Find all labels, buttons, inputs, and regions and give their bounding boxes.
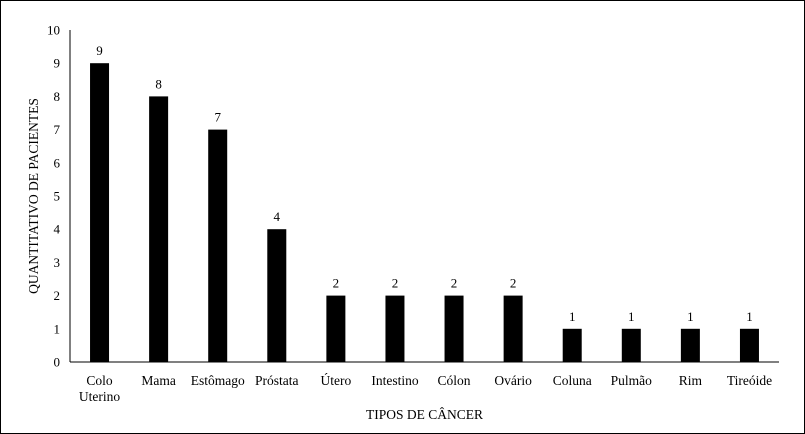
bar-value-label: 1 — [687, 309, 694, 324]
x-tick-label: Estômago — [191, 373, 245, 388]
bar-value-label: 2 — [333, 276, 340, 291]
bar-value-label: 1 — [746, 309, 753, 324]
data-labels-group: 9 8 7 4 2 2 2 2 1 1 1 1 — [96, 43, 752, 324]
y-tick-label: 5 — [54, 189, 61, 204]
bar — [385, 295, 405, 362]
y-tick-label: 8 — [54, 89, 61, 104]
bar-value-label: 2 — [392, 276, 399, 291]
bar — [90, 63, 110, 362]
x-tick-label: Tireóide — [727, 373, 772, 388]
bar — [267, 229, 287, 362]
x-tick-label: Útero — [321, 373, 352, 388]
bar — [444, 295, 464, 362]
x-tick-label: Cólon — [438, 373, 471, 388]
bar — [739, 328, 759, 362]
y-tick-label: 3 — [54, 255, 61, 270]
y-tick-label: 0 — [54, 355, 61, 370]
y-tick-label: 2 — [54, 288, 61, 303]
x-tick-label: Colo Uterino — [79, 373, 120, 404]
y-tick-label: 10 — [47, 23, 60, 38]
x-tick-label: Intestino — [371, 373, 418, 388]
y-tick-label: 6 — [54, 155, 61, 170]
bar-value-label: 2 — [451, 276, 458, 291]
bar — [621, 328, 641, 362]
x-tick-label: Próstata — [255, 373, 299, 388]
x-tick-label: Coluna — [553, 373, 592, 388]
bar-value-label: 7 — [214, 110, 221, 125]
bar-value-label: 9 — [96, 43, 103, 58]
bar — [562, 328, 582, 362]
x-tick-label: Rim — [679, 373, 703, 388]
y-tick-label: 4 — [54, 222, 61, 237]
y-tick-label: 7 — [54, 122, 61, 137]
bar — [208, 129, 228, 362]
x-tick-label: Ovário — [494, 373, 532, 388]
bar — [680, 328, 700, 362]
bar — [149, 96, 169, 363]
x-axis-ticks: Colo Uterino Mama Estômago Próstata Útero Inte… — [79, 373, 772, 404]
y-tick-label: 1 — [54, 321, 61, 336]
y-axis-ticks: 0 1 2 3 4 5 6 7 8 9 10 — [47, 23, 61, 370]
bar-value-label: 4 — [274, 209, 281, 224]
bar-value-label: 8 — [155, 76, 162, 91]
bar-value-label: 1 — [628, 309, 635, 324]
bar-value-label: 1 — [569, 309, 576, 324]
bar — [503, 295, 523, 362]
bars-group — [90, 63, 759, 363]
y-axis-title: QUANTITATIVO DE PACIENTES — [26, 98, 41, 294]
x-axis-title: TIPOS DE CÂNCER — [366, 407, 483, 422]
x-tick-label: Mama — [141, 373, 176, 388]
x-tick-label: Pulmão — [611, 373, 653, 388]
y-tick-label: 9 — [54, 56, 61, 71]
bar — [326, 295, 346, 362]
bar-value-label: 2 — [510, 276, 517, 291]
